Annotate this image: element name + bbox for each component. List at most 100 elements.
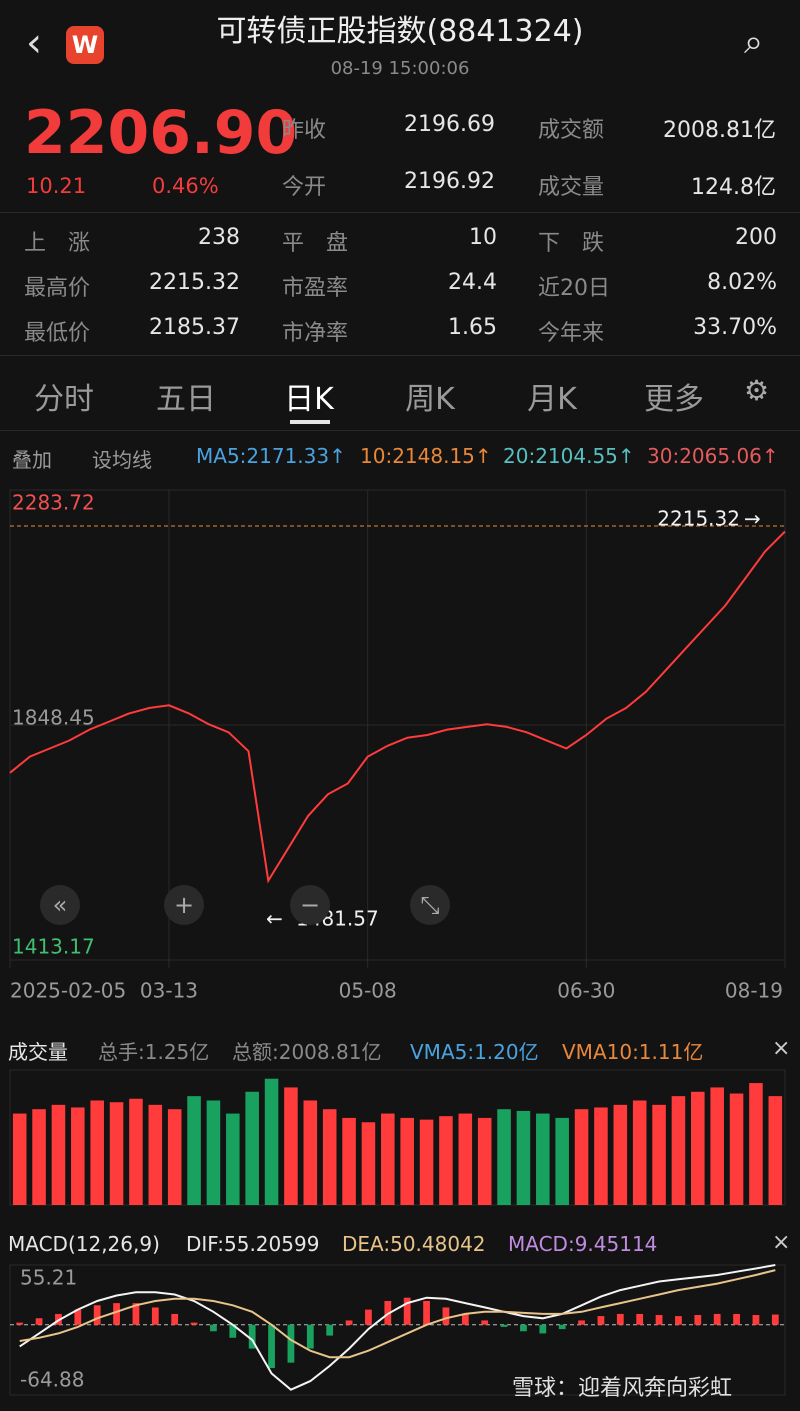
volume-bar	[458, 1113, 473, 1205]
divider	[0, 430, 800, 431]
stat-value: 24.4	[448, 270, 497, 295]
y-tick-label: 1848.45	[12, 705, 95, 729]
macd-bar	[481, 1320, 489, 1325]
macd-bar	[74, 1309, 82, 1325]
volume-bar	[109, 1102, 124, 1205]
quote-value: 2196.92	[404, 169, 495, 194]
stat-value: 2185.37	[149, 315, 240, 340]
y-tick-label: 2283.72	[12, 491, 95, 515]
toolbar-button[interactable]: 设均线	[92, 448, 152, 472]
x-tick-label: 2025-02-05	[10, 979, 126, 1003]
volume-bar	[129, 1098, 143, 1205]
macd-bar	[616, 1313, 624, 1325]
close-button[interactable]: ×	[772, 1036, 791, 1061]
macd-bar	[539, 1324, 547, 1334]
y-tick-label: 55.21	[20, 1266, 77, 1290]
macd-bar	[210, 1324, 217, 1332]
quote-label: 成交额	[538, 118, 605, 143]
macd-legend: DIF:55.20599	[186, 1232, 320, 1256]
quote-label: 今开	[282, 175, 327, 200]
volume-bar	[284, 1087, 298, 1205]
volume-bar	[574, 1109, 589, 1205]
macd-bar	[752, 1315, 760, 1325]
stat-value: 33.70%	[693, 315, 777, 340]
title: 可转债正股指数(8841324)	[216, 14, 584, 49]
tab[interactable]: 日K	[284, 382, 334, 417]
tab[interactable]: 五日	[156, 382, 216, 417]
macd-bar	[113, 1303, 120, 1325]
zoom-button[interactable]	[40, 885, 80, 925]
macd-bar	[190, 1322, 198, 1325]
macd-bar	[461, 1313, 469, 1325]
zoom-button[interactable]	[410, 885, 450, 925]
volume-bar	[90, 1100, 104, 1205]
volume-bar	[71, 1107, 85, 1205]
tab[interactable]: 分时	[34, 382, 94, 417]
macd-bar	[597, 1316, 605, 1325]
ma-legend: 20:2104.55↑	[503, 444, 635, 468]
tab[interactable]: 更多	[644, 382, 704, 417]
toolbar-button[interactable]: 叠加	[12, 448, 52, 472]
watermark: 雪球：迎着风奔向彩虹	[512, 1376, 733, 1401]
y-tick-label: -64.88	[20, 1368, 84, 1392]
macd-bar	[520, 1324, 527, 1332]
zoom-icon: +	[174, 891, 194, 919]
macd-bar	[306, 1324, 314, 1349]
quote-value: 2196.69	[404, 112, 495, 137]
volume-bar	[187, 1096, 201, 1205]
stat-label: 市盈率	[282, 276, 349, 301]
zoom-button[interactable]	[164, 885, 204, 925]
volume-legend: VMA10:1.11亿	[562, 1040, 704, 1064]
quote-label: 昨收	[282, 118, 327, 143]
tab[interactable]: 月K	[527, 382, 577, 417]
volume-bar	[594, 1107, 608, 1205]
volume-bar	[516, 1110, 531, 1205]
zoom-button[interactable]	[290, 885, 330, 925]
volume-bar	[51, 1104, 66, 1205]
stat-label: 平 盘	[282, 231, 349, 256]
close-button[interactable]: ×	[772, 1230, 791, 1255]
volume-legend: VMA5:1.20亿	[410, 1040, 539, 1064]
volume-bar	[361, 1122, 376, 1205]
x-tick-label: 06-30	[557, 979, 615, 1003]
volume-bar	[12, 1113, 27, 1205]
macd-bar	[500, 1324, 508, 1327]
zoom-icon: ⤡	[420, 891, 439, 919]
volume-bar	[381, 1113, 395, 1205]
settings-button[interactable]: ⚙	[744, 374, 770, 407]
arrow: ←	[266, 907, 283, 931]
quote-label: 成交量	[538, 175, 605, 200]
volume-bar	[768, 1096, 783, 1205]
tab[interactable]: 周K	[405, 382, 455, 417]
volume-bar	[729, 1093, 744, 1205]
ma-legend: 30:2065.06↑	[647, 444, 779, 468]
back-button[interactable]: ‹	[26, 20, 42, 66]
dea-line	[19, 1269, 776, 1359]
macd-legend: DEA:50.48042	[342, 1232, 486, 1256]
y-tick-label: 1413.17	[12, 935, 95, 959]
macd-bar	[229, 1324, 237, 1338]
change: 10.21	[26, 174, 87, 198]
logo: W	[66, 26, 104, 64]
volume-bar	[613, 1104, 628, 1205]
macd-bar	[771, 1314, 779, 1325]
search-button[interactable]: ⌕	[744, 22, 764, 62]
x-tick-label: 08-19	[725, 979, 783, 1003]
macd-bar	[132, 1303, 140, 1325]
volume-bar	[264, 1078, 279, 1205]
divider	[0, 355, 800, 356]
volume-bar	[710, 1087, 724, 1205]
volume-bar	[536, 1113, 550, 1205]
macd-bar	[423, 1300, 430, 1325]
macd-bar	[442, 1307, 450, 1325]
stat-label: 今年来	[538, 321, 605, 346]
macd-bar	[713, 1313, 721, 1325]
price-line	[9, 530, 786, 884]
volume-bar	[245, 1091, 259, 1205]
stat-value: 8.02%	[707, 270, 777, 295]
price: 2206.90	[24, 98, 298, 168]
volume-bar	[32, 1109, 46, 1205]
volume-bar	[303, 1100, 318, 1205]
stat-value: 2215.32	[149, 270, 240, 295]
macd-bar	[345, 1320, 353, 1325]
